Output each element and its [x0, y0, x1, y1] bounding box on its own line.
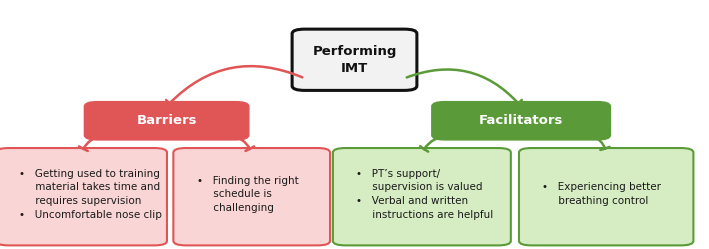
Text: Barriers: Barriers [136, 114, 197, 127]
FancyBboxPatch shape [0, 148, 167, 246]
FancyBboxPatch shape [432, 102, 610, 139]
FancyBboxPatch shape [333, 148, 510, 246]
Text: •   Finding the right
     schedule is
     challenging: • Finding the right schedule is challeng… [196, 176, 298, 213]
FancyBboxPatch shape [173, 148, 330, 246]
Text: •   Experiencing better
     breathing control: • Experiencing better breathing control [542, 183, 661, 206]
Text: Performing
IMT: Performing IMT [312, 45, 397, 75]
Text: •   Getting used to training
     material takes time and
     requires supervis: • Getting used to training material take… [20, 169, 162, 220]
FancyBboxPatch shape [84, 102, 248, 139]
Text: •   PT’s support/
     supervision is valued
•   Verbal and written
     instruc: • PT’s support/ supervision is valued • … [356, 169, 493, 220]
Text: Facilitators: Facilitators [479, 114, 564, 127]
FancyBboxPatch shape [292, 29, 417, 90]
FancyBboxPatch shape [519, 148, 693, 246]
